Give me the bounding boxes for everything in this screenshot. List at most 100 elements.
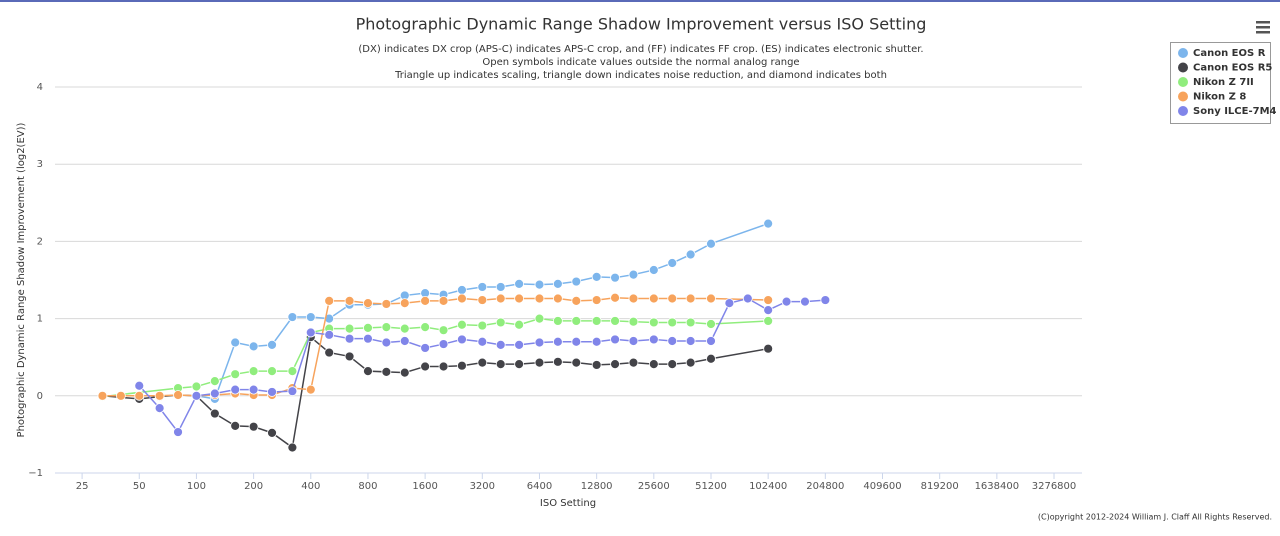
data-point bbox=[685, 336, 696, 346]
data-point bbox=[667, 258, 678, 268]
data-point bbox=[571, 336, 582, 347]
series bbox=[134, 293, 831, 437]
data-point bbox=[457, 293, 467, 304]
legend-label: Nikon Z 8 bbox=[1193, 92, 1246, 103]
data-point bbox=[287, 442, 298, 453]
legend-item[interactable]: Nikon Z 7II bbox=[1178, 77, 1254, 88]
data-point bbox=[477, 282, 488, 292]
data-point bbox=[134, 380, 145, 391]
menu-bar bbox=[1256, 26, 1270, 29]
series-line bbox=[196, 222, 769, 400]
x-tick-label: 1600 bbox=[412, 481, 437, 492]
legend-item[interactable]: Nikon Z 8 bbox=[1178, 91, 1246, 103]
data-point bbox=[154, 403, 165, 414]
x-tick-label: 25600 bbox=[638, 481, 670, 492]
data-point bbox=[209, 388, 220, 399]
data-point bbox=[267, 339, 277, 350]
data-point bbox=[628, 293, 639, 304]
x-tick-label: 25 bbox=[76, 481, 89, 492]
legend-symbol bbox=[1178, 62, 1188, 73]
data-point bbox=[495, 317, 506, 328]
legend-symbol bbox=[1178, 77, 1188, 87]
data-point bbox=[685, 317, 696, 328]
data-point bbox=[477, 336, 488, 347]
menu-button[interactable] bbox=[1256, 21, 1270, 34]
menu-bar bbox=[1256, 21, 1270, 24]
y-tick-label: 4 bbox=[37, 82, 43, 93]
data-point bbox=[628, 357, 639, 368]
data-point bbox=[134, 390, 145, 401]
data-point bbox=[628, 269, 639, 280]
data-point bbox=[706, 353, 716, 364]
data-point bbox=[344, 323, 355, 334]
data-point bbox=[248, 366, 259, 376]
data-point bbox=[438, 295, 449, 306]
subtitle: (DX) indicates DX crop (APS-C) indicates… bbox=[358, 44, 923, 55]
data-point bbox=[648, 334, 659, 345]
data-point bbox=[457, 285, 467, 295]
series-line bbox=[102, 317, 769, 398]
data-point bbox=[610, 359, 620, 370]
data-point bbox=[685, 293, 696, 304]
data-point bbox=[381, 322, 392, 332]
data-point bbox=[820, 295, 831, 305]
data-point bbox=[724, 298, 735, 309]
data-point bbox=[324, 295, 335, 306]
data-point bbox=[344, 295, 355, 306]
data-point bbox=[495, 293, 506, 304]
x-tick-label: 800 bbox=[358, 481, 377, 492]
data-point bbox=[648, 265, 659, 275]
x-tick-label: 819200 bbox=[921, 481, 959, 492]
data-point bbox=[344, 333, 355, 344]
x-tick-label: 409600 bbox=[863, 481, 901, 492]
series-line bbox=[102, 335, 769, 449]
chart-title: Photographic Dynamic Range Shadow Improv… bbox=[356, 15, 927, 34]
legend-item[interactable]: Canon EOS R5 bbox=[1178, 62, 1272, 74]
data-point bbox=[230, 337, 241, 348]
x-tick-label: 200 bbox=[244, 481, 263, 492]
data-point bbox=[477, 295, 488, 305]
data-point bbox=[552, 356, 563, 367]
data-point bbox=[763, 343, 774, 354]
legend-item[interactable]: Canon EOS R bbox=[1178, 48, 1266, 59]
data-point bbox=[706, 293, 716, 304]
legend-symbol bbox=[1178, 106, 1188, 116]
data-point bbox=[457, 334, 467, 345]
data-point bbox=[514, 359, 525, 370]
data-point bbox=[230, 421, 241, 431]
subtitle: Triangle up indicates scaling, triangle … bbox=[394, 70, 887, 81]
data-point bbox=[763, 295, 774, 305]
data-point bbox=[173, 427, 183, 437]
data-point bbox=[534, 293, 545, 304]
data-point bbox=[495, 339, 506, 350]
legend-item[interactable]: Sony ILCE-7M4 bbox=[1178, 106, 1277, 117]
series-line bbox=[102, 297, 769, 397]
x-tick-label: 1638400 bbox=[975, 481, 1020, 492]
data-point bbox=[706, 238, 716, 249]
data-point bbox=[420, 322, 431, 332]
data-point bbox=[248, 341, 259, 352]
data-point bbox=[363, 322, 373, 333]
data-point bbox=[514, 293, 525, 304]
data-point bbox=[610, 316, 620, 326]
data-point bbox=[667, 336, 678, 346]
data-point bbox=[495, 359, 506, 370]
data-point bbox=[610, 334, 620, 345]
data-point bbox=[552, 316, 563, 326]
data-point bbox=[209, 408, 220, 419]
top-border bbox=[0, 0, 1280, 2]
data-point bbox=[667, 317, 678, 328]
data-point bbox=[420, 361, 431, 372]
data-point bbox=[552, 293, 563, 304]
x-tick-label: 12800 bbox=[581, 481, 613, 492]
data-point bbox=[324, 347, 335, 358]
data-point bbox=[552, 278, 563, 289]
x-tick-label: 400 bbox=[301, 481, 320, 492]
data-point bbox=[706, 319, 716, 329]
data-point bbox=[305, 327, 316, 338]
data-point bbox=[591, 272, 602, 282]
x-axis-title: ISO Setting bbox=[540, 498, 596, 509]
x-tick-label: 50 bbox=[133, 481, 146, 492]
data-point bbox=[287, 366, 298, 376]
legend-label: Canon EOS R5 bbox=[1193, 63, 1272, 74]
